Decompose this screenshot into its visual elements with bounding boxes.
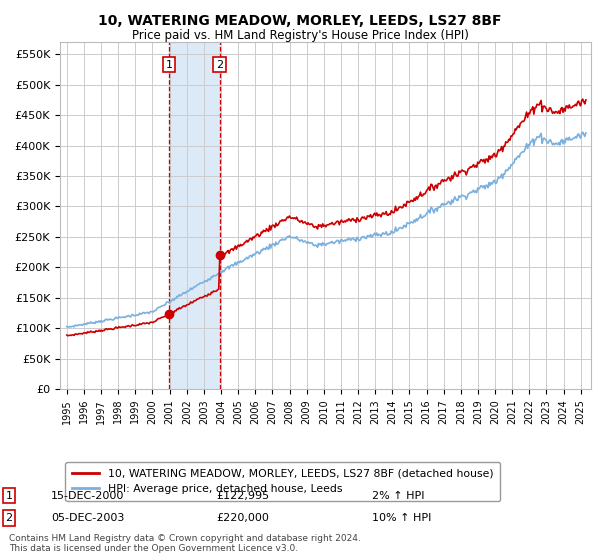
Bar <box>169 42 220 389</box>
Text: 05-DEC-2003: 05-DEC-2003 <box>51 513 124 523</box>
Legend: 10, WATERING MEADOW, MORLEY, LEEDS, LS27 8BF (detached house), HPI: Average pric: 10, WATERING MEADOW, MORLEY, LEEDS, LS27… <box>65 463 500 501</box>
Text: 1: 1 <box>166 59 172 69</box>
Text: £122,995: £122,995 <box>216 491 269 501</box>
Text: Contains HM Land Registry data © Crown copyright and database right 2024.
This d: Contains HM Land Registry data © Crown c… <box>9 534 361 553</box>
Text: 2% ↑ HPI: 2% ↑ HPI <box>372 491 425 501</box>
Text: 10% ↑ HPI: 10% ↑ HPI <box>372 513 431 523</box>
Text: Price paid vs. HM Land Registry's House Price Index (HPI): Price paid vs. HM Land Registry's House … <box>131 29 469 42</box>
Text: 1: 1 <box>5 491 13 501</box>
Text: 10, WATERING MEADOW, MORLEY, LEEDS, LS27 8BF: 10, WATERING MEADOW, MORLEY, LEEDS, LS27… <box>98 14 502 28</box>
Text: 15-DEC-2000: 15-DEC-2000 <box>51 491 124 501</box>
Text: 2: 2 <box>216 59 223 69</box>
Text: 2: 2 <box>5 513 13 523</box>
Text: £220,000: £220,000 <box>216 513 269 523</box>
